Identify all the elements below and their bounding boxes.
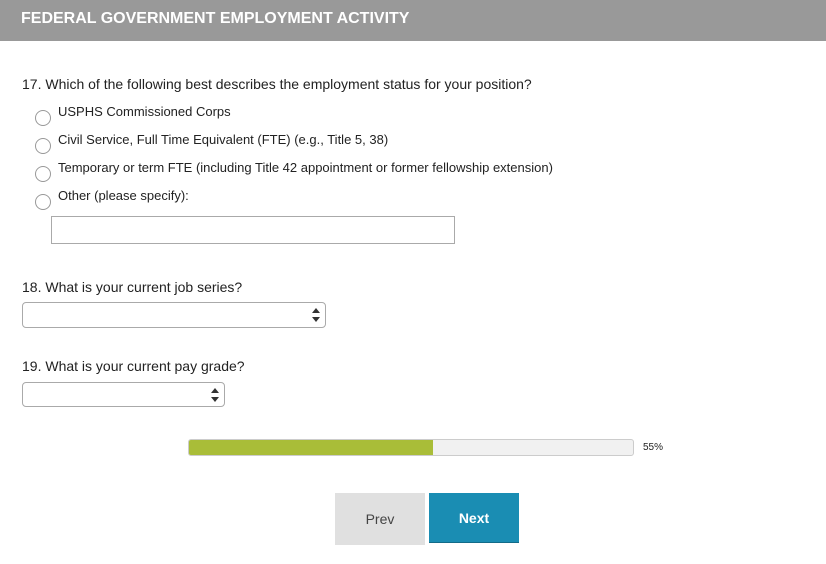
section-title: FEDERAL GOVERNMENT EMPLOYMENT ACTIVITY	[21, 10, 410, 27]
progress-percent: 55%	[643, 442, 664, 453]
radio-button[interactable]	[35, 110, 51, 126]
question-17-label: 17. Which of the following best describe…	[22, 76, 532, 92]
question-19-label: 19. What is your current pay grade?	[22, 358, 245, 374]
radio-button[interactable]	[35, 138, 51, 154]
pay-grade-select[interactable]	[22, 382, 225, 407]
option-label: Temporary or term FTE (including Title 4…	[58, 159, 553, 175]
option-label: USPHS Commissioned Corps	[58, 103, 231, 119]
section-header: FEDERAL GOVERNMENT EMPLOYMENT ACTIVITY	[0, 0, 826, 41]
updown-arrow-icon	[211, 387, 220, 402]
option-temporary[interactable]: Temporary or term FTE (including Title 4…	[35, 160, 553, 182]
next-button[interactable]: Next	[429, 493, 519, 543]
other-specify-input[interactable]	[51, 216, 455, 244]
option-civil-service[interactable]: Civil Service, Full Time Equivalent (FTE…	[35, 132, 388, 154]
radio-button[interactable]	[35, 166, 51, 182]
option-usphs[interactable]: USPHS Commissioned Corps	[35, 104, 231, 126]
option-label: Other (please specify):	[58, 187, 189, 203]
progress-bar	[188, 439, 634, 456]
radio-button[interactable]	[35, 194, 51, 210]
option-label: Civil Service, Full Time Equivalent (FTE…	[58, 131, 389, 147]
job-series-select[interactable]	[22, 302, 326, 328]
updown-arrow-icon	[312, 308, 321, 322]
prev-button[interactable]: Prev	[335, 493, 425, 545]
option-other[interactable]: Other (please specify):	[35, 188, 189, 210]
question-18-label: 18. What is your current job series?	[22, 279, 243, 295]
progress-fill	[189, 440, 434, 455]
